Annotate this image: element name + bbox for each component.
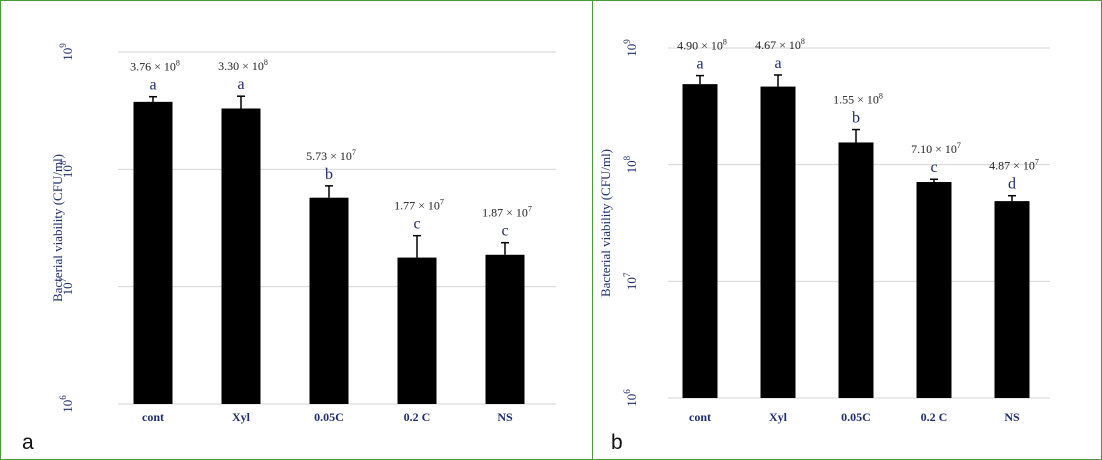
panel-b-significance-letter-0: a: [696, 56, 703, 73]
panel-b-category-label-0: cont: [689, 410, 711, 424]
panel-b-bar-3: [916, 182, 952, 398]
panel-a-bar-4: [485, 254, 525, 404]
panel-a-ytick-label: 107: [58, 277, 75, 295]
panel-b-value-label-2: 1.55 × 108: [833, 92, 883, 107]
panel-a-category-label-2: 0.05C: [314, 410, 344, 424]
panel-b-significance-letter-3: c: [930, 159, 937, 176]
panel-a-value-label-0: 3.76 × 108: [130, 59, 180, 74]
panel-a-ytick-label: 109: [58, 43, 75, 61]
panel-b-bar-1: [760, 86, 796, 398]
panel-a-bar-1: [221, 108, 261, 405]
panel-a-value-label-4: 1.87 × 107: [482, 205, 532, 220]
panel-b-bar-4: [994, 201, 1030, 398]
panel-b-ytick-label: 109: [622, 39, 639, 57]
panel-a-category-label-1: Xyl: [232, 410, 251, 424]
panel-a-value-label-3: 1.77 × 107: [394, 198, 444, 213]
panel-a-bar-0: [133, 101, 173, 404]
panel-a-chart: 106 107 108 109 Bacterial viability (CFU/ml)…: [22, 43, 556, 454]
panel-a-significance-letter-4: c: [501, 223, 508, 240]
panel-a-significance-letter-0: a: [149, 77, 156, 94]
panel-a-significance-letter-2: b: [325, 166, 333, 183]
panel-b-significance-letter-2: b: [852, 110, 860, 127]
panel-a-ytick-label: 106: [58, 395, 75, 413]
panel-b-value-label-1: 4.67 × 108: [755, 37, 805, 52]
panel-a-significance-letter-3: c: [413, 216, 420, 233]
panel-a-value-label-2: 5.73 × 107: [306, 148, 356, 163]
panel-b-significance-letter-1: a: [774, 55, 781, 72]
panel-b-value-label-3: 7.10 × 107: [911, 141, 961, 156]
panel-b-y-axis-label: Bacterial viability (CFU/ml): [598, 149, 613, 297]
panel-a-category-label-3: 0.2 C: [404, 410, 431, 424]
panel-a-value-label-1: 3.30 × 108: [218, 58, 268, 73]
panel-b-ytick-label: 107: [622, 272, 639, 290]
panel-b-ytick-label: 106: [622, 389, 639, 407]
panel-b-significance-letter-4: d: [1008, 176, 1016, 193]
panel-b-category-label-3: 0.2 C: [921, 410, 948, 424]
panel-b-chart: 106 107 108 109 Bacterial viability (CFU/ml)…: [598, 37, 1050, 454]
panel-b-value-label-0: 4.90 × 108: [677, 38, 727, 53]
panel-a-bar-2: [309, 197, 349, 404]
panel-a-significance-letter-1: a: [237, 76, 244, 93]
panel-b-bar-2: [838, 142, 874, 398]
panel-a-category-label-4: NS: [497, 410, 513, 424]
panel-a-category-label-0: cont: [142, 410, 164, 424]
panel-a-bar-3: [397, 257, 437, 404]
panel-b-bar-0: [682, 84, 718, 398]
panel-b-category-label-1: Xyl: [769, 410, 788, 424]
panel-b-panel-letter: b: [611, 431, 623, 454]
panel-divider: [592, 0, 593, 460]
panel-b-ytick-label: 108: [622, 155, 639, 173]
panel-b-category-label-4: NS: [1004, 410, 1020, 424]
panel-a-y-axis-label: Bacterial viability (CFU/ml): [50, 154, 65, 302]
panel-a-panel-letter: a: [22, 431, 34, 454]
panel-b-category-label-2: 0.05C: [841, 410, 871, 424]
panel-a-ytick-label: 108: [58, 160, 75, 178]
panel-b-value-label-4: 4.87 × 107: [989, 158, 1039, 173]
